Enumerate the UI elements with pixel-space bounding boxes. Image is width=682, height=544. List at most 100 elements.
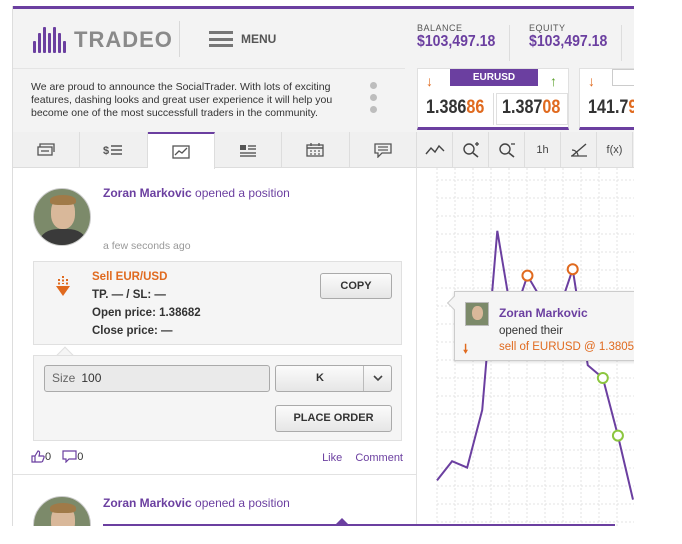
tool-chart-type[interactable] [417, 132, 453, 168]
menu-button[interactable]: MENU [209, 31, 276, 47]
zoom-in-icon [462, 142, 479, 158]
likes-counter[interactable]: 0 [31, 450, 51, 463]
post-header: Zoran Markovic opened a position [103, 496, 290, 510]
feed-tabs: $ [13, 132, 417, 169]
post-action: opened a position [195, 496, 290, 510]
tool-functions[interactable]: f(x) [597, 132, 633, 168]
bottom-accent-bar [103, 524, 615, 526]
comments-counter[interactable]: 0 [62, 450, 83, 463]
menu-label: MENU [241, 32, 277, 46]
post-action: opened a position [195, 186, 290, 200]
trade-close-price: Close price: — [92, 325, 173, 337]
arrow-down-icon: ↓ [426, 73, 433, 89]
trade-tp-sl: TP. — / SL: — [92, 289, 166, 301]
post-links: Like Comment [312, 452, 403, 464]
price-line [436, 230, 634, 500]
balance-display: BALANCE $103,497.18 [417, 23, 506, 51]
announcement-text: We are proud to announce the SocialTrade… [31, 81, 333, 119]
social-feed-panel: $ Zoran Markovic opened a position [13, 132, 417, 526]
post-user-link[interactable]: Zoran Markovic [103, 186, 192, 200]
post-divider [13, 474, 417, 475]
tool-zoom-out[interactable] [489, 132, 525, 168]
sell-trade-marker[interactable] [566, 263, 579, 276]
tab-chat[interactable] [350, 132, 417, 168]
sell-trade-marker[interactable] [521, 269, 534, 282]
unit-select[interactable]: K [275, 365, 392, 392]
size-label: Size [52, 371, 76, 385]
header-divider [179, 21, 180, 57]
scroll-indicator [335, 518, 349, 525]
comment-icon [62, 450, 77, 463]
bid-price: 1.38686 [426, 97, 485, 118]
tool-zoom-in[interactable] [453, 132, 489, 168]
like-link[interactable]: Like [322, 452, 343, 464]
size-input[interactable]: Size 100 [44, 365, 270, 392]
sell-arrow-icon: 🠗 [463, 342, 469, 356]
cash-list-icon: $ [103, 145, 123, 157]
equity-value: $103,497.18 [529, 33, 608, 50]
quote-widget-eurusd[interactable]: EURUSD ↓ ↑ 1.38686 1.38708 [417, 68, 569, 130]
avatar[interactable] [33, 496, 91, 526]
logo[interactable]: TRADEO [33, 27, 173, 53]
likes-count: 0 [45, 450, 52, 463]
copy-button[interactable]: COPY [320, 273, 392, 299]
tab-cash-list[interactable]: $ [80, 132, 148, 168]
pager-dot[interactable] [370, 94, 377, 101]
trade-card: Sell EUR/USD TP. — / SL: — Open price: 1… [33, 261, 402, 345]
buy-trade-marker[interactable] [596, 372, 609, 384]
zoom-out-icon [498, 143, 515, 158]
bid-price: 141.79 [588, 97, 634, 118]
avatar [465, 302, 489, 326]
draw-icon [570, 143, 587, 157]
tooltip-user[interactable]: Zoran Markovic [499, 306, 588, 320]
order-card: Size 100 K PLACE ORDER [33, 355, 402, 441]
tool-timeframe[interactable]: 1h [525, 132, 561, 168]
account-icon [37, 143, 55, 156]
comments-count: 0 [77, 450, 84, 463]
svg-text:$: $ [103, 145, 109, 157]
tooltip-trade-detail: sell of EURUSD @ 1.3805 [499, 341, 634, 353]
logo-mark-icon [33, 27, 66, 53]
post-actions: 0 0 Like Comment [31, 450, 403, 466]
chart-toolbar: 1h f(x) [417, 132, 634, 168]
place-order-button[interactable]: PLACE ORDER [275, 405, 392, 432]
pager-dot[interactable] [370, 82, 377, 89]
app-frame: TRADEO MENU BALANCE $103,497.18 EQUITY $… [12, 6, 634, 526]
header-divider [621, 25, 622, 61]
header: TRADEO MENU BALANCE $103,497.18 EQUITY $… [13, 6, 634, 68]
balance-label: BALANCE [417, 23, 463, 33]
quote-pair-label: EURUSD [450, 69, 538, 86]
thumbs-up-icon [31, 450, 45, 463]
equity-label: EQUITY [529, 23, 566, 33]
comment-link[interactable]: Comment [355, 452, 403, 464]
ask-price: 1.38708 [502, 97, 561, 118]
buy-trade-marker[interactable] [611, 429, 624, 442]
bid-button[interactable] [420, 93, 494, 125]
tool-draw[interactable] [561, 132, 597, 168]
arrow-down-icon: ↓ [588, 73, 595, 89]
tab-account[interactable] [13, 132, 81, 168]
post-header: Zoran Markovic opened a position [103, 186, 290, 200]
post-timestamp: a few seconds ago [103, 240, 191, 252]
chat-icon [374, 142, 392, 158]
tab-chart[interactable] [147, 132, 215, 169]
size-value: 100 [81, 371, 102, 385]
quote-pair-label [612, 69, 634, 86]
header-divider [509, 25, 510, 61]
announcement-pager [370, 82, 377, 113]
tab-calendar[interactable] [282, 132, 350, 168]
balance-value: $103,497.18 [417, 33, 496, 50]
tooltip-action: opened their [499, 325, 563, 337]
line-chart-icon [424, 144, 444, 155]
chevron-down-icon [363, 366, 391, 391]
pager-dot[interactable] [370, 106, 377, 113]
tab-news[interactable] [215, 132, 283, 168]
calendar-icon [306, 143, 325, 157]
news-icon [240, 145, 257, 157]
ask-button[interactable] [496, 93, 568, 125]
quote-widget-second[interactable]: ↓ 141.79 [579, 68, 634, 130]
announcement-banner: We are proud to announce the SocialTrade… [13, 68, 405, 130]
post-user-link[interactable]: Zoran Markovic [103, 496, 192, 510]
avatar[interactable] [33, 188, 91, 246]
trade-tooltip: Zoran Markovic opened their 🠗 sell of EU… [446, 291, 634, 361]
